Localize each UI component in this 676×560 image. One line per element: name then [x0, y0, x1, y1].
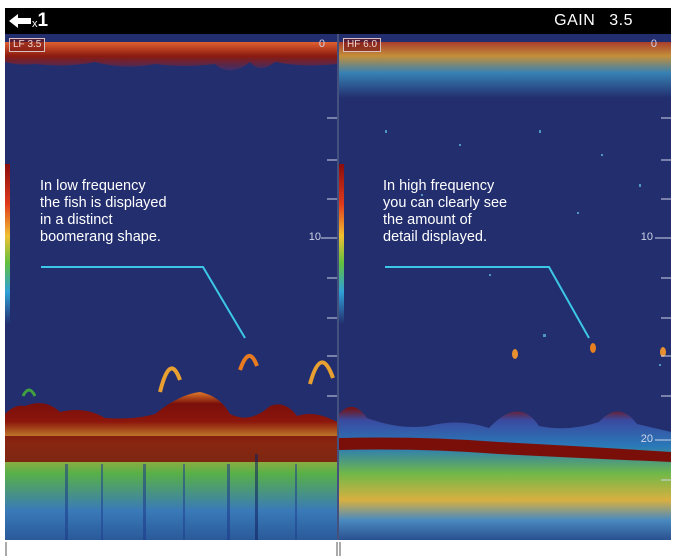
lf-color-bar [5, 164, 10, 324]
hf-seabed-echo [339, 406, 671, 540]
hf-mode-label: HF 6.0 [343, 38, 382, 52]
lf-annotation: In low frequency the fish is displayed i… [40, 178, 167, 246]
gain-readout[interactable]: GAIN 3.5 [554, 12, 633, 30]
arrow-left-icon [9, 14, 31, 28]
lf-fish-2 [238, 354, 259, 371]
lf-annotation-line: In low frequency [40, 178, 146, 194]
hf-fish-3 [660, 347, 666, 357]
lf-fish-1 [158, 366, 182, 393]
top-bar: x 1 GAIN 3.5 [5, 8, 671, 34]
hf-annotation-line: detail displayed. [383, 229, 487, 245]
gain-value: 3.5 [609, 12, 633, 29]
hf-annotation-line: In high frequency [383, 178, 495, 194]
hf-callout-line [385, 266, 590, 339]
sonar-screen: x 1 GAIN 3.5 [5, 8, 671, 540]
lf-annotation-line: in a distinct [40, 212, 113, 228]
gain-label: GAIN [554, 12, 596, 29]
hf-depth-mid: 10 [640, 231, 653, 243]
hf-annotation-line: the amount of [383, 212, 472, 228]
bottom-tick-marks [5, 542, 341, 556]
lf-callout-line [41, 266, 246, 339]
lf-annotation-line: the fish is displayed [40, 195, 167, 211]
lf-echogram [5, 42, 337, 540]
zoom-value: 1 [37, 10, 49, 31]
hf-annotation-line: you can clearly see [383, 195, 508, 211]
lf-mode-label: LF 3.5 [9, 38, 46, 52]
lf-depth-mid: 10 [308, 231, 321, 243]
lf-fish-3 [308, 360, 335, 385]
hf-fish-1 [512, 349, 518, 359]
lf-annotation-line: boomerang shape. [40, 229, 161, 245]
back-button[interactable]: x 1 [9, 10, 48, 32]
low-frequency-pane: LF 3.5 0 10 In low frequency the fish is… [5, 34, 337, 540]
zoom-prefix: x [32, 18, 38, 30]
hf-fish-2 [590, 343, 596, 353]
pane-divider [337, 34, 339, 540]
hf-depth-top: 0 [650, 38, 657, 50]
hf-annotation: In high frequency you can clearly see th… [383, 178, 507, 246]
hf-color-bar [339, 164, 344, 324]
lf-depth-top: 0 [318, 38, 325, 50]
hf-depth-bottom: 20 [640, 433, 653, 445]
lf-seabed-echo [5, 392, 337, 540]
lf-surface-echo [5, 42, 337, 71]
hf-echogram [339, 42, 671, 540]
hf-surface-echo [339, 42, 671, 98]
high-frequency-pane: HF 6.0 0 10 20 In high frequency you can… [339, 34, 671, 540]
